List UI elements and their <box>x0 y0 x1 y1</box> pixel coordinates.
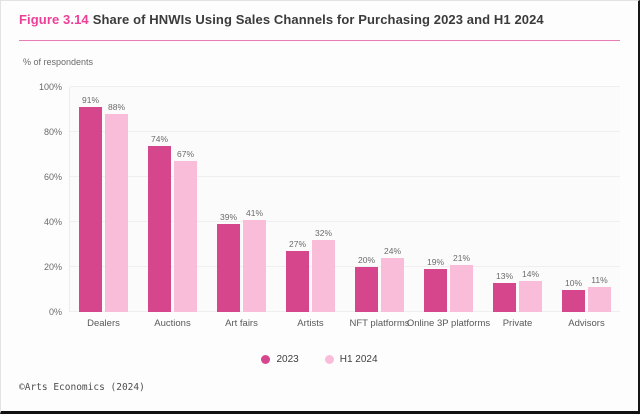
bar-value-label: 27% <box>288 239 306 250</box>
bar-value-label: 13% <box>495 270 513 281</box>
bar-h1-2024-online-3p-platforms <box>450 264 473 312</box>
bar-group-artists: 27% 32% Artists <box>286 87 335 329</box>
legend: 2023 H1 2024 <box>19 354 620 365</box>
bar-2023-nft-platforms <box>355 267 378 312</box>
category-label-artists: Artists <box>297 318 324 329</box>
bar-column-h1-2024: 21% <box>450 87 473 312</box>
bar-value-label: 67% <box>176 149 194 160</box>
bar-group-private: 13% 14% Private <box>493 87 542 329</box>
bar-value-label: 88% <box>107 102 125 112</box>
y-tick-label-80: 80% <box>43 127 62 137</box>
category-label-dealers: Dealers <box>87 318 120 329</box>
legend-label-2023: 2023 <box>276 354 299 365</box>
bar-value-label: 21% <box>452 252 470 263</box>
bar-2023-auctions <box>148 145 171 312</box>
gridline-20 <box>70 266 620 267</box>
plot-area: 91% 88% Dealers 74% 67% Auctions 39% 41% Art fai… <box>69 86 620 329</box>
bar-group-art-fairs: 39% 41% Art fairs <box>217 87 266 329</box>
title-divider <box>19 40 620 41</box>
bar-2023-online-3p-platforms <box>424 269 447 312</box>
category-label-online-3p-platforms: Online 3P platforms <box>406 318 491 329</box>
y-tick-label-0: 0% <box>48 307 62 317</box>
bar-column-2023: 74% <box>148 87 171 312</box>
bar-value-label: 32% <box>314 228 332 238</box>
bar-groups: 91% 88% Dealers 74% 67% Auctions 39% 41% Art fai… <box>70 87 620 329</box>
bar-value-label: 19% <box>426 257 444 268</box>
bar-value-label: 74% <box>150 133 168 144</box>
y-tick-label-100: 100% <box>38 82 62 92</box>
bar-column-2023: 13% <box>493 87 516 312</box>
bar-2023-private <box>493 282 516 312</box>
bar-group-online-3p-platforms: 19% 21% Online 3P platforms <box>407 87 490 329</box>
bar-value-label: 11% <box>591 275 608 286</box>
bar-column-h1-2024: 11% <box>588 87 611 312</box>
category-label-private: Private <box>502 318 533 329</box>
bar-2023-advisors <box>562 289 585 312</box>
bar-value-label: 14% <box>521 268 539 279</box>
bar-group-dealers: 91% 88% Dealers <box>79 87 128 329</box>
bar-value-label: 41% <box>245 207 263 218</box>
category-label-nft-platforms: NFT platforms <box>349 318 410 329</box>
bar-column-2023: 10% <box>562 87 585 312</box>
category-label-advisors: Advisors <box>568 318 605 329</box>
bar-group-nft-platforms: 20% 24% NFT platforms <box>349 87 409 329</box>
bar-group-advisors: 10% 11% Advisors <box>562 87 611 329</box>
bar-h1-2024-art-fairs <box>243 219 266 312</box>
y-axis-caption: % of respondents <box>23 57 94 67</box>
bar-value-label: 10% <box>564 277 582 288</box>
bar-column-h1-2024: 41% <box>243 87 266 312</box>
y-tick-label-20: 20% <box>43 262 62 272</box>
bar-column-h1-2024: 24% <box>381 87 404 312</box>
bar-value-label: 20% <box>357 255 375 265</box>
bar-h1-2024-private <box>519 280 542 312</box>
bar-column-2023: 20% <box>355 87 378 312</box>
figure-title-text: Share of HNWIs Using Sales Channels for … <box>92 12 544 27</box>
bar-value-label: 91% <box>81 95 99 106</box>
category-label-art-fairs: Art fairs <box>225 318 258 329</box>
legend-item-2023: 2023 <box>261 354 299 365</box>
figure-title: Figure 3.14 Share of HNWIs Using Sales Ch… <box>19 12 620 27</box>
bar-value-label: 39% <box>219 212 237 223</box>
bar-2023-dealers <box>79 107 102 312</box>
bar-column-2023: 91% <box>79 87 102 312</box>
bar-h1-2024-advisors <box>588 287 611 312</box>
legend-dot-h1-2024 <box>324 355 334 364</box>
y-tick-label-40: 40% <box>43 217 62 227</box>
bar-column-h1-2024: 88% <box>105 87 128 312</box>
category-label-auctions: Auctions <box>154 318 191 329</box>
bar-2023-art-fairs <box>217 224 240 312</box>
y-tick-label-60: 60% <box>43 172 62 182</box>
legend-item-h1-2024: H1 2024 <box>324 354 378 365</box>
bar-h1-2024-auctions <box>174 161 197 312</box>
bar-column-h1-2024: 14% <box>519 87 542 312</box>
bar-group-auctions: 74% 67% Auctions <box>148 87 197 329</box>
bar-h1-2024-artists <box>312 240 335 312</box>
bar-chart: 0% 20% 40% 60% 80% 100% 91% 88% Dealers 74% 67% Au… <box>19 82 620 346</box>
source-credit: ©Arts Economics (2024) <box>19 382 145 393</box>
bar-column-2023: 27% <box>286 87 309 312</box>
bar-column-h1-2024: 67% <box>174 87 197 312</box>
bar-h1-2024-dealers <box>105 114 128 312</box>
bar-column-2023: 39% <box>217 87 240 312</box>
bar-column-h1-2024: 32% <box>312 87 335 312</box>
bar-2023-artists <box>286 251 309 312</box>
bar-value-label: 24% <box>383 246 401 256</box>
legend-label-h1-2024: H1 2024 <box>339 354 378 365</box>
gridline-100 <box>70 86 620 87</box>
legend-dot-2023 <box>261 355 271 364</box>
y-axis: 0% 20% 40% 60% 80% 100% <box>19 82 69 317</box>
gridline-0 <box>70 311 620 312</box>
gridline-40 <box>70 221 620 222</box>
gridline-80 <box>70 131 620 132</box>
bar-column-2023: 19% <box>424 87 447 312</box>
gridline-60 <box>70 176 620 177</box>
figure-number: Figure 3.14 <box>19 12 89 27</box>
bar-h1-2024-nft-platforms <box>381 258 404 312</box>
